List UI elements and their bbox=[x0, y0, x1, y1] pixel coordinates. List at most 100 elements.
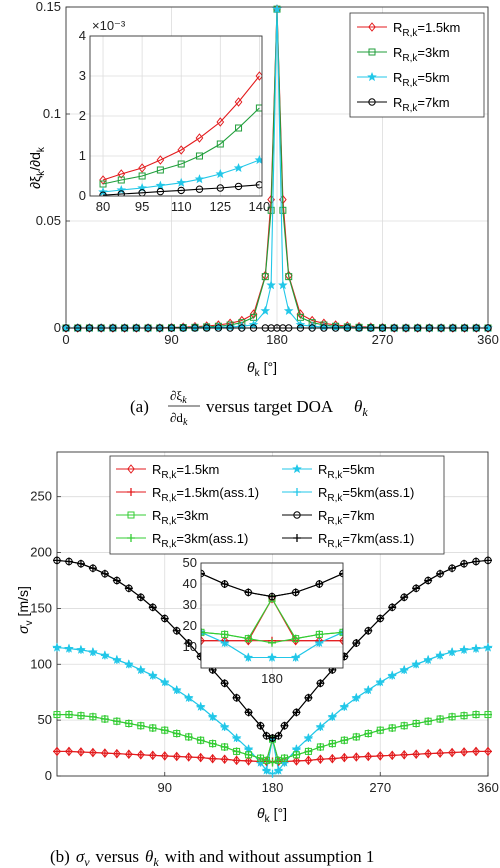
inset-data-point bbox=[195, 185, 204, 193]
data-point bbox=[172, 626, 181, 635]
inset-y-tick-label: 2 bbox=[79, 108, 86, 123]
data-point bbox=[460, 324, 469, 332]
inset-y-tick-label: 1 bbox=[79, 148, 86, 163]
inset-data-point bbox=[201, 636, 205, 645]
x-tick-label: 0 bbox=[62, 332, 69, 347]
data-point bbox=[425, 324, 434, 332]
x-tick-label: 360 bbox=[477, 780, 499, 795]
data-point bbox=[400, 750, 409, 759]
data-point bbox=[64, 644, 73, 653]
inset-data-point bbox=[99, 180, 107, 188]
legend-box bbox=[109, 455, 445, 555]
data-point bbox=[292, 750, 301, 759]
legend-marker bbox=[127, 534, 135, 542]
chart-a: 0 90 180 270 360 0 0.05 0.1 0.15 ∂ξk/∂dk θk [°] 80 95… bbox=[27, 0, 499, 379]
legend-label: RR,k=1.5km bbox=[393, 20, 460, 39]
data-point bbox=[449, 324, 457, 332]
legend-marker bbox=[367, 72, 377, 82]
caption-a: (a) ∂ξk ∂dk versus target DOA θk bbox=[130, 388, 368, 428]
data-point bbox=[378, 324, 387, 332]
inset-data-point bbox=[339, 635, 343, 646]
data-point bbox=[249, 309, 258, 319]
inset-y-tick-label: 40 bbox=[183, 576, 197, 591]
data-point bbox=[196, 736, 205, 745]
inset-data-point bbox=[195, 152, 203, 160]
inset-data-point bbox=[255, 104, 262, 112]
inset-frame bbox=[200, 562, 344, 669]
data-point bbox=[316, 742, 325, 751]
data-point bbox=[184, 732, 193, 741]
data-point bbox=[285, 324, 293, 332]
inset-x-tick-label: 110 bbox=[171, 199, 192, 214]
data-point bbox=[220, 722, 229, 731]
data-point bbox=[88, 712, 97, 721]
data-point bbox=[448, 712, 457, 721]
series-3 bbox=[62, 324, 492, 332]
data-point bbox=[413, 324, 422, 332]
data-point bbox=[76, 711, 85, 720]
inset-x-tick-label: 95 bbox=[135, 199, 149, 214]
caption-a-denominator: ∂dk bbox=[170, 410, 188, 428]
inset-data-point bbox=[268, 653, 276, 662]
data-point bbox=[262, 766, 271, 775]
legend-marker bbox=[293, 511, 301, 519]
data-point bbox=[320, 324, 328, 332]
y-tick-label: 150 bbox=[30, 600, 52, 615]
inset-data-point bbox=[201, 635, 205, 646]
data-point bbox=[267, 324, 275, 332]
data-point bbox=[64, 710, 73, 719]
data-point bbox=[400, 665, 409, 674]
data-point bbox=[304, 693, 313, 702]
data-point bbox=[400, 593, 409, 602]
inset-data bbox=[201, 569, 343, 662]
x-axis-label: θk [°] bbox=[247, 359, 277, 379]
inset-y-tick-label: 3 bbox=[79, 68, 86, 83]
data-point bbox=[256, 754, 265, 763]
inset-data-point bbox=[177, 186, 185, 195]
inset-data-point bbox=[244, 653, 253, 662]
inset-data-point bbox=[156, 155, 165, 165]
data-point bbox=[156, 324, 164, 332]
data-point bbox=[412, 750, 421, 759]
data-point bbox=[274, 756, 283, 765]
data-point bbox=[352, 639, 361, 648]
inset-data-point bbox=[216, 140, 224, 148]
y-tick-label: 200 bbox=[30, 545, 52, 560]
data-point bbox=[148, 671, 157, 680]
inset-data-point bbox=[138, 189, 146, 196]
data-point bbox=[144, 324, 152, 332]
data-point bbox=[412, 584, 421, 593]
data-point bbox=[76, 559, 85, 568]
data-point bbox=[272, 4, 282, 14]
inset-data-point bbox=[156, 187, 165, 196]
data-point bbox=[340, 702, 349, 711]
data-point bbox=[261, 273, 269, 281]
legend-entry: RR,k=3km bbox=[357, 45, 450, 64]
legend-label: RR,k=3km bbox=[152, 508, 209, 527]
legend-label: RR,k=1.5km(ass.1) bbox=[152, 485, 259, 504]
data-point bbox=[97, 324, 105, 332]
data-point bbox=[232, 734, 241, 743]
data-point bbox=[136, 593, 145, 602]
data-point bbox=[260, 305, 271, 315]
inset-data-point bbox=[201, 628, 205, 637]
inset-data-point bbox=[201, 569, 205, 578]
legend-entry: RR,k=1.5km bbox=[357, 20, 460, 39]
data-point bbox=[402, 324, 410, 332]
data-point bbox=[460, 559, 469, 568]
legend-label: RR,k=7km(ass.1) bbox=[318, 531, 414, 550]
data-point bbox=[112, 749, 121, 758]
data-point bbox=[296, 324, 305, 332]
caption-b: (b) σv versus θk with and without assumption… bbox=[50, 847, 374, 868]
caption-a-var: θk bbox=[354, 397, 368, 419]
y-tick-label: 250 bbox=[30, 489, 52, 504]
inset-data-point bbox=[315, 580, 324, 588]
legend-marker bbox=[127, 488, 135, 496]
data-point bbox=[64, 747, 73, 756]
data-point bbox=[292, 708, 301, 717]
inset-chart: 80 95 110 125 140 0 1 2 3 4 bbox=[79, 28, 270, 214]
inset-data-point bbox=[254, 155, 262, 165]
x-tick-label: 360 bbox=[477, 332, 499, 347]
legend: RR,k=1.5km RR,k=3km RR,k=5km RR,k=7km bbox=[349, 12, 485, 118]
y-tick-label: 0 bbox=[45, 768, 52, 783]
